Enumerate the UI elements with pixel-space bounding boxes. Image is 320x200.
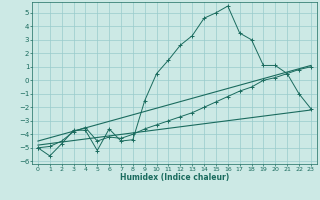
X-axis label: Humidex (Indice chaleur): Humidex (Indice chaleur) bbox=[120, 173, 229, 182]
